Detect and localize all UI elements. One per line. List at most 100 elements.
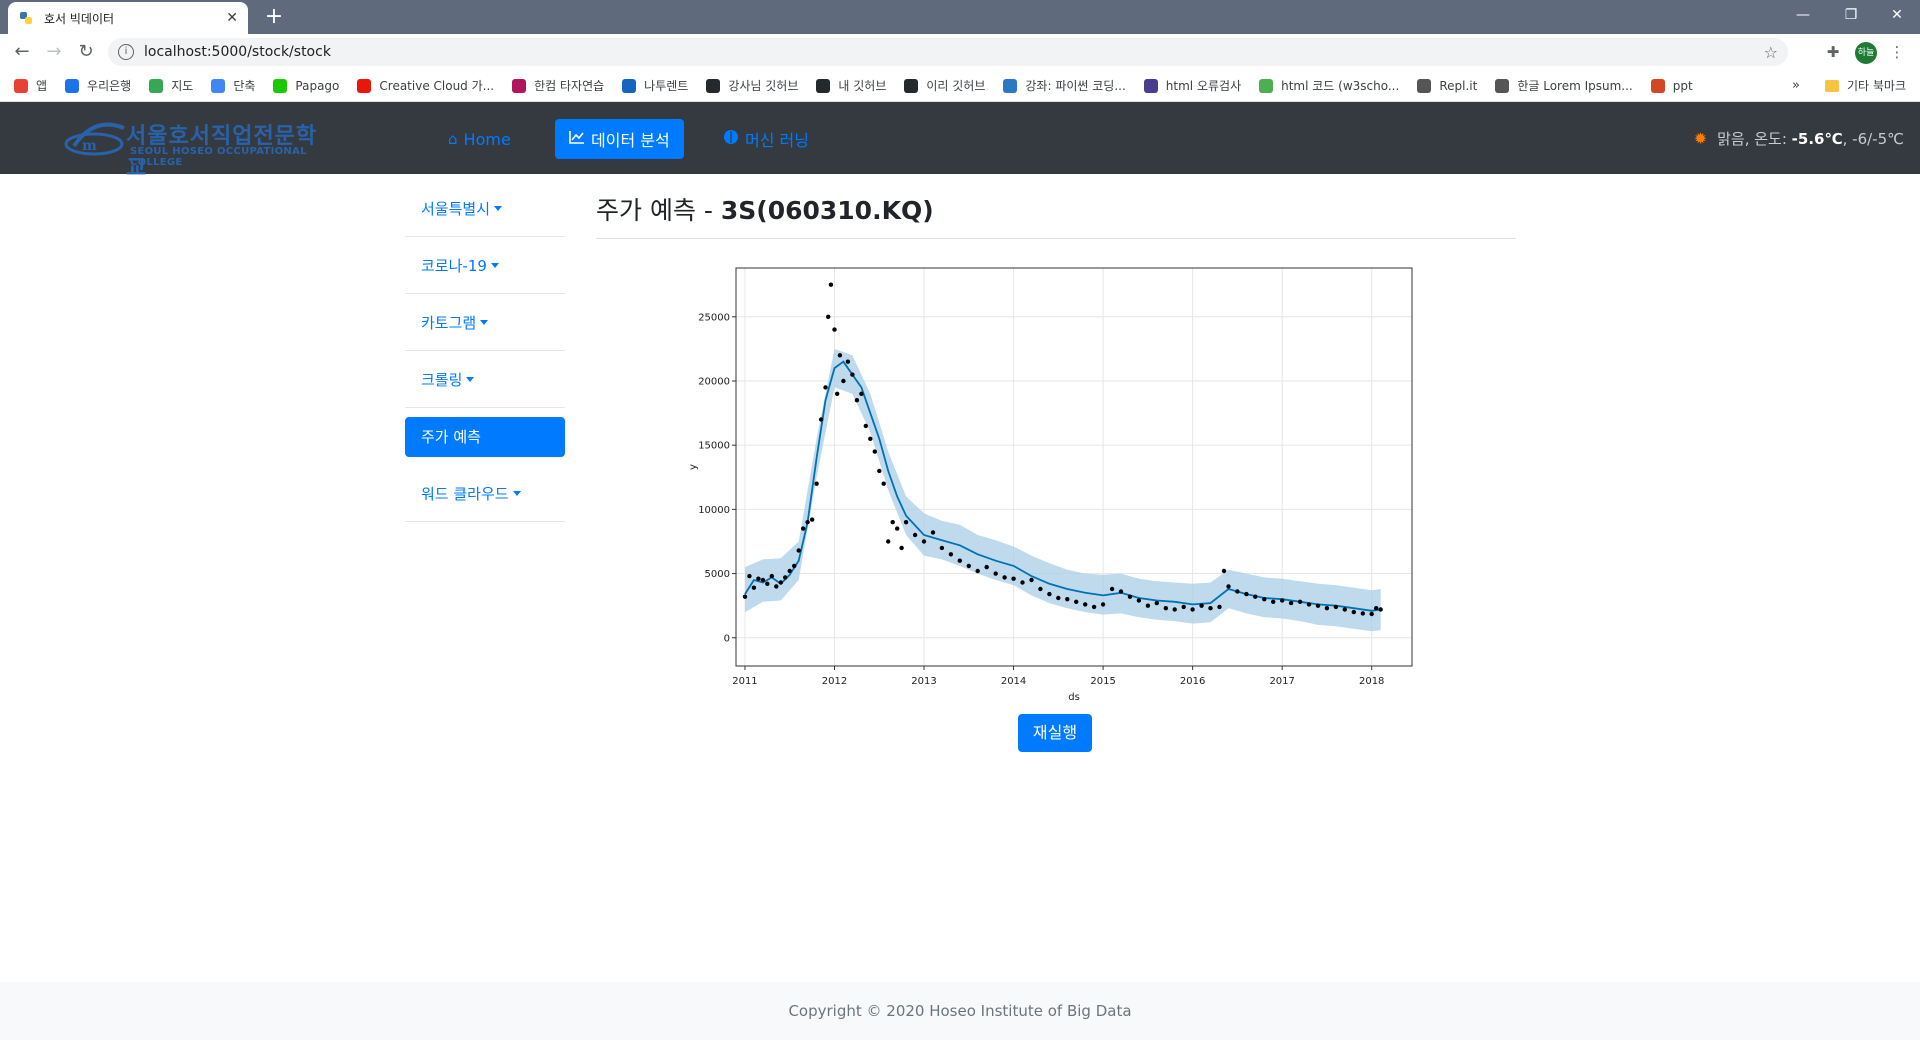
- bookmarks-overflow-chevron-icon[interactable]: »: [1792, 78, 1800, 93]
- back-arrow-icon[interactable]: ←: [14, 41, 30, 62]
- bookmark-item[interactable]: 강좌: 파이썬 코딩...: [1003, 77, 1126, 94]
- observed-point: [1351, 609, 1356, 615]
- close-tab-icon[interactable]: ✕: [226, 10, 238, 26]
- observed-point: [1118, 589, 1124, 594]
- brain-icon: [723, 129, 739, 149]
- weather-temp: -5.6℃: [1791, 129, 1843, 148]
- bookmark-item[interactable]: 내 깃허브: [816, 77, 886, 94]
- sidebar-item-covid19[interactable]: 코로나-19: [405, 237, 565, 294]
- bookmark-item[interactable]: 지도: [149, 77, 193, 94]
- bookmark-label: ppt: [1672, 78, 1693, 93]
- weather-range: , -6/-5℃: [1842, 129, 1904, 148]
- rerun-button[interactable]: 재실행: [1018, 714, 1092, 752]
- observed-point: [845, 359, 851, 364]
- observed-point: [912, 532, 918, 538]
- observed-point: [769, 573, 774, 579]
- bookmark-item[interactable]: 강사님 깃허브: [706, 77, 798, 94]
- bookmark-item[interactable]: 나투렌트: [622, 77, 688, 94]
- sidebar-item-crawling[interactable]: 크롤링: [405, 351, 565, 408]
- bookmark-item[interactable]: 한컴 타자연습: [512, 77, 604, 94]
- title-divider: [596, 238, 1516, 239]
- observed-point: [1029, 577, 1034, 583]
- observed-point: [1100, 602, 1106, 607]
- profile-avatar[interactable]: 하늘: [1855, 42, 1877, 64]
- reload-icon[interactable]: ↻: [78, 41, 94, 62]
- bookmark-item[interactable]: 한글 Lorem Ipsum...: [1495, 77, 1633, 94]
- uncertainty-band: [745, 348, 1381, 632]
- observed-point: [850, 372, 855, 377]
- bookmark-item[interactable]: Repl.it: [1417, 78, 1477, 93]
- bookmark-item[interactable]: html 코드 (w3scho...: [1259, 77, 1399, 94]
- nav-home[interactable]: ⌂ Home: [434, 119, 525, 159]
- observed-point: [1002, 575, 1007, 580]
- observed-point: [1217, 604, 1222, 610]
- x-axis-label: ds: [1068, 692, 1080, 703]
- sidebar-item-label: 크롤링: [421, 370, 463, 389]
- observed-point: [1091, 604, 1097, 610]
- nav-data-analysis[interactable]: 데이터 분석: [555, 119, 684, 159]
- other-bookmarks-label: 기타 북마크: [1846, 79, 1906, 93]
- browser-tab-strip: 호서 빅데이터 ✕ + — ❐ ✕: [0, 0, 1920, 34]
- app-navbar: m 서울호서직업전문학교 SEOUL HOSEO OCCUPATIONAL CO…: [0, 102, 1920, 181]
- y-axis-label: y: [688, 464, 699, 470]
- observed-point: [1190, 607, 1195, 612]
- restore-window-icon[interactable]: ❐: [1844, 7, 1858, 23]
- observed-point: [805, 520, 810, 525]
- address-bar[interactable]: i localhost:5000/stock/stock ☆: [108, 38, 1788, 66]
- observed-point: [801, 526, 806, 531]
- bookmark-icon: [622, 78, 637, 93]
- observed-point: [1199, 603, 1204, 608]
- browser-menu-icon[interactable]: ⋮: [1889, 43, 1905, 61]
- bookmark-star-icon[interactable]: ☆: [1763, 42, 1778, 62]
- observed-point: [1109, 586, 1115, 592]
- sidebar-item-word-cloud[interactable]: 워드 클라우드: [405, 465, 565, 522]
- forward-arrow-icon[interactable]: →: [46, 41, 62, 62]
- bookmark-label: 단축: [233, 79, 256, 93]
- observed-point: [872, 449, 877, 454]
- observed-point: [966, 563, 971, 569]
- close-window-icon[interactable]: ✕: [1891, 7, 1903, 23]
- bookmark-item[interactable]: ppt: [1650, 78, 1693, 93]
- plot-frame: [735, 267, 1413, 667]
- observed-point: [899, 545, 904, 551]
- bookmark-item[interactable]: 단축: [211, 77, 255, 94]
- sidebar-item-cartogram[interactable]: 카토그램: [405, 294, 565, 351]
- bookmark-item[interactable]: 앱: [14, 77, 47, 94]
- site-info-icon[interactable]: i: [118, 44, 134, 60]
- bookmark-item[interactable]: Creative Cloud 가...: [357, 77, 494, 94]
- x-tick-label: 2011: [732, 676, 757, 687]
- stock-code: 3S(060310.KQ): [720, 196, 934, 225]
- minimize-window-icon[interactable]: —: [1796, 7, 1810, 23]
- bookmark-item[interactable]: Papago: [273, 78, 339, 93]
- github-icon: [816, 78, 831, 93]
- observed-point: [921, 539, 927, 544]
- bookmark-item[interactable]: 이리 깃허브: [904, 77, 985, 94]
- new-tab-button[interactable]: +: [264, 4, 284, 29]
- sidebar-item-seoul[interactable]: 서울특별시: [405, 180, 565, 237]
- python-favicon-icon: [18, 10, 34, 26]
- bookmark-label: 이리 깃허브: [926, 79, 986, 93]
- observed-point: [765, 581, 770, 586]
- bookmark-item[interactable]: html 오류검사: [1143, 77, 1241, 94]
- adobe-icon: [357, 78, 372, 93]
- observed-point: [1360, 611, 1365, 616]
- logo-english-text: SEOUL HOSEO OCCUPATIONAL COLLEGE: [130, 146, 307, 168]
- other-bookmarks[interactable]: 기타 북마크: [1824, 77, 1906, 94]
- observed-point: [939, 545, 945, 551]
- observed-point: [818, 417, 824, 422]
- bookmark-label: 지도: [171, 79, 194, 93]
- folder-icon: [1824, 79, 1839, 92]
- powerpoint-icon: [1650, 78, 1665, 93]
- college-logo[interactable]: m 서울호서직업전문학교 SEOUL HOSEO OCCUPATIONAL CO…: [64, 116, 334, 181]
- browser-tab[interactable]: 호서 빅데이터 ✕: [8, 2, 248, 34]
- observed-point: [1056, 595, 1061, 601]
- observed-point: [1221, 568, 1227, 574]
- observed-point: [837, 353, 843, 358]
- extensions-puzzle-icon[interactable]: ✚: [1826, 43, 1840, 61]
- nav-machine-learning[interactable]: 머신 러닝: [709, 119, 823, 159]
- observed-point: [1163, 606, 1168, 611]
- bookmark-item[interactable]: 우리은행: [65, 77, 131, 94]
- observed-point: [1181, 604, 1186, 610]
- sidebar-item-stock-prediction[interactable]: 주가 예측: [405, 408, 565, 465]
- logo-korean-text: 서울호서직업전문학교: [126, 124, 318, 181]
